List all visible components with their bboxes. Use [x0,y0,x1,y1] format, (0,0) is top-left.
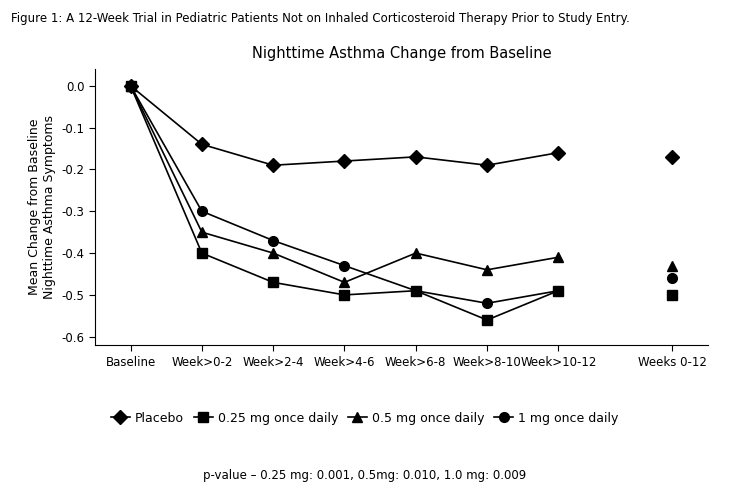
Text: Figure 1: A 12-Week Trial in Pediatric Patients Not on Inhaled Corticosteroid Th: Figure 1: A 12-Week Trial in Pediatric P… [11,12,630,25]
Title: Nighttime Asthma Change from Baseline: Nighttime Asthma Change from Baseline [252,46,551,61]
Y-axis label: Mean Change from Baseline
Nighttime Asthma Symptoms: Mean Change from Baseline Nighttime Asth… [28,115,56,299]
Text: p-value – 0.25 mg: 0.001, 0.5mg: 0.010, 1.0 mg: 0.009: p-value – 0.25 mg: 0.001, 0.5mg: 0.010, … [204,469,526,482]
Legend: Placebo, 0.25 mg once daily, 0.5 mg once daily, 1 mg once daily: Placebo, 0.25 mg once daily, 0.5 mg once… [106,407,623,429]
